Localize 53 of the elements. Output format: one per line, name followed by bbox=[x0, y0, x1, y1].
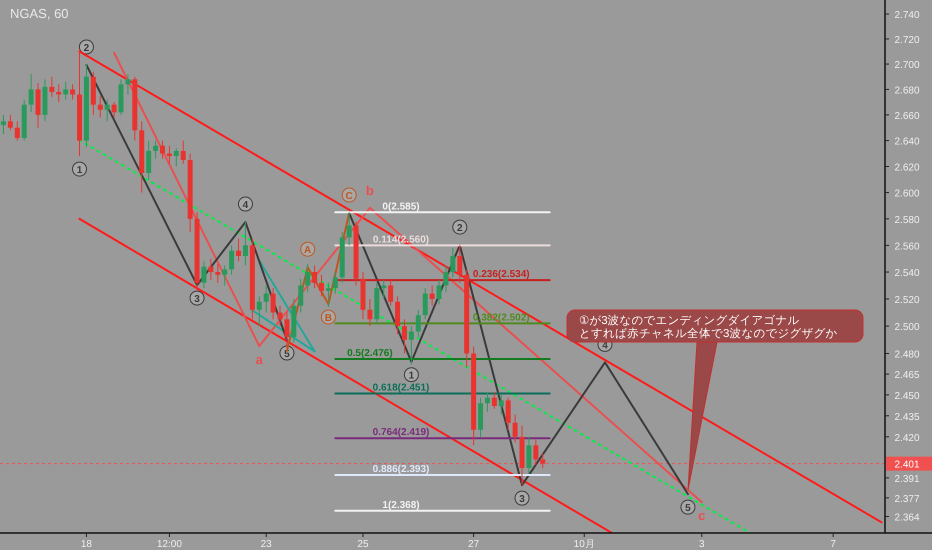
y-tick-label: 2.465 bbox=[894, 370, 920, 382]
y-tick-label: 2.420 bbox=[894, 432, 920, 444]
x-tick-label: 27 bbox=[468, 539, 480, 550]
x-tick-label: 12:00 bbox=[156, 539, 182, 550]
x-tick-label: 3 bbox=[698, 539, 705, 550]
y-tick-label: 2.660 bbox=[894, 110, 920, 122]
x-tick-label: 7 bbox=[830, 539, 836, 550]
y-tick-label: 2.450 bbox=[894, 390, 920, 402]
y-tick-label: 2.500 bbox=[894, 322, 920, 334]
series-label: 0.764(2.419) bbox=[372, 427, 430, 438]
series-label: 0.618(2.451) bbox=[372, 382, 430, 394]
annotation: A bbox=[304, 245, 312, 256]
y-tick-label: 2.600 bbox=[894, 188, 920, 200]
annotation: 3 bbox=[194, 294, 200, 306]
y-tick-label: 2.435 bbox=[894, 412, 920, 423]
annotation: C bbox=[346, 191, 353, 202]
annotation: 4 bbox=[242, 200, 249, 212]
y-tick-label: 2.377 bbox=[894, 494, 920, 505]
x-tick-label: 10月 bbox=[574, 539, 595, 550]
series-label: 0(2.585) bbox=[382, 201, 420, 212]
text: NGAS, 60 bbox=[10, 6, 69, 21]
annotation: ①が3波なのでエンディングダイアゴナルとすれば赤チャネル全体で3波なのでジグザグか bbox=[579, 314, 838, 340]
x-tick-label: 25 bbox=[357, 539, 369, 550]
annotation: 5 bbox=[685, 503, 692, 514]
series-label: 0.236(2.534) bbox=[472, 269, 530, 280]
annotation: c bbox=[698, 508, 706, 524]
annotation: 2 bbox=[457, 223, 464, 234]
y-tick-label: 2.364 bbox=[894, 512, 920, 524]
y-tick-label: 2.680 bbox=[894, 85, 920, 96]
ref-line-label: 2.401 bbox=[894, 460, 920, 471]
annotation: b bbox=[366, 182, 374, 198]
y-tick-label: 2.740 bbox=[894, 10, 920, 22]
series-label: 0.5(2.476) bbox=[347, 348, 393, 359]
y-tick-label: 2.700 bbox=[894, 60, 920, 72]
y-tick-label: 2.640 bbox=[894, 136, 920, 148]
y-tick-label: 2.520 bbox=[894, 294, 920, 306]
y-tick-label: 2.391 bbox=[894, 474, 920, 485]
y-tick-label: 2.540 bbox=[894, 268, 920, 280]
annotation: B bbox=[324, 313, 332, 324]
y-tick-label: 2.480 bbox=[894, 349, 920, 360]
series-label: 1(2.368) bbox=[382, 500, 420, 511]
annotation: 3 bbox=[519, 494, 526, 506]
annotation: 2 bbox=[84, 42, 90, 54]
y-tick-label: 2.720 bbox=[894, 34, 920, 46]
y-tick-label: 2.560 bbox=[894, 241, 920, 252]
annotation: 1 bbox=[408, 370, 415, 382]
x-tick-label: 23 bbox=[260, 539, 272, 550]
annotation: 1 bbox=[76, 165, 83, 176]
x-tick-label: 18 bbox=[80, 539, 92, 550]
series-label: 0.886(2.393) bbox=[372, 464, 430, 476]
annotation: a bbox=[256, 352, 264, 368]
y-tick-label: 2.620 bbox=[894, 162, 920, 174]
y-tick-label: 2.580 bbox=[894, 214, 920, 226]
